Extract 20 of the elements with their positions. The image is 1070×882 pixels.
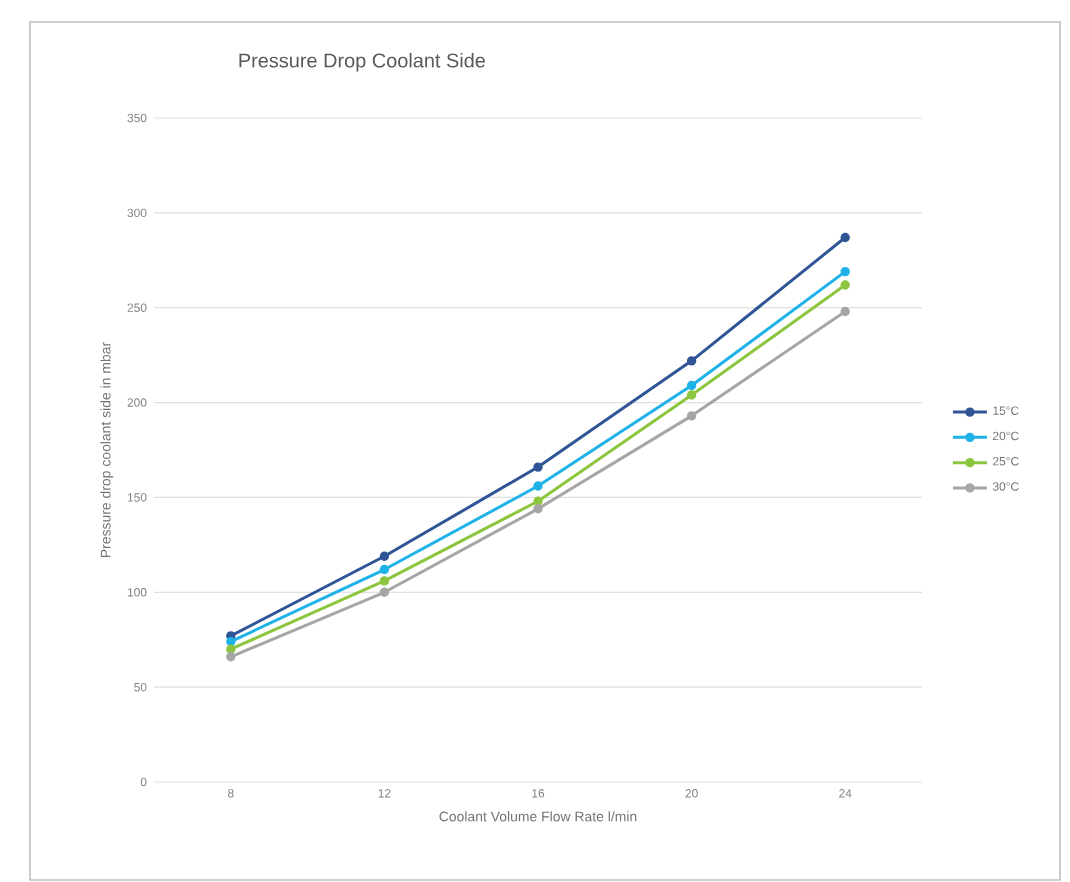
point [533, 504, 543, 514]
point [686, 411, 697, 421]
point [226, 644, 236, 654]
point [379, 576, 390, 586]
point [840, 280, 850, 290]
point [226, 652, 236, 662]
point [840, 232, 850, 243]
point [840, 306, 850, 317]
point [533, 481, 543, 491]
point [379, 587, 390, 597]
point [686, 380, 697, 391]
point [686, 356, 697, 366]
point [379, 564, 390, 575]
point [226, 636, 236, 647]
point [686, 390, 697, 400]
point [840, 266, 850, 277]
point [533, 462, 543, 472]
chart-title: Pressure Drop Coolant Side [239, 52, 485, 72]
point [379, 551, 390, 561]
point [533, 496, 543, 506]
